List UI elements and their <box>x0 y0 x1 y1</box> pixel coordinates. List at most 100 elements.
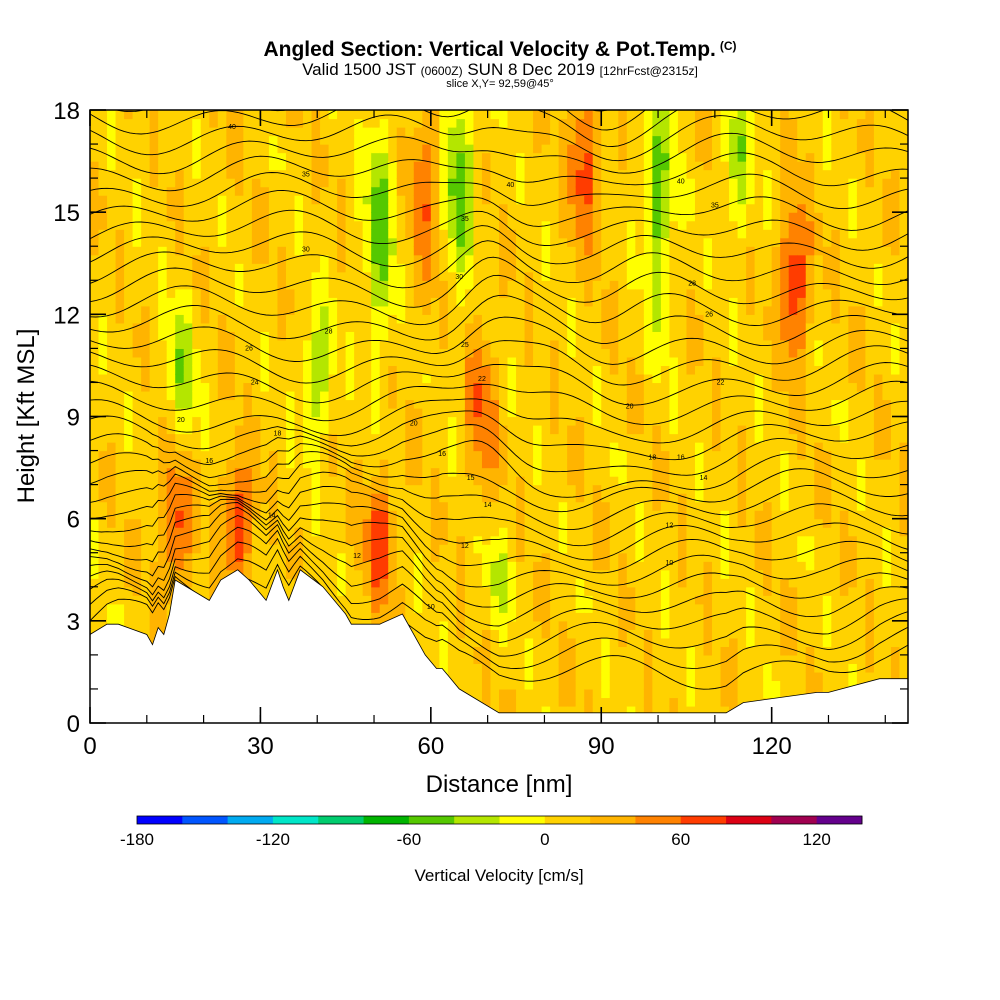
velocity-cell <box>541 110 551 120</box>
velocity-cell <box>371 459 381 469</box>
velocity-cell <box>115 161 125 171</box>
velocity-cell <box>439 169 449 179</box>
velocity-cell <box>251 254 262 264</box>
velocity-cell <box>447 467 457 477</box>
velocity-cell <box>200 229 210 239</box>
velocity-cell <box>499 688 509 699</box>
velocity-cell <box>618 322 628 332</box>
velocity-cell <box>183 535 193 545</box>
velocity-cell <box>320 288 330 298</box>
velocity-cell <box>345 178 355 188</box>
velocity-cell <box>643 254 653 264</box>
velocity-cell <box>354 603 364 613</box>
velocity-cell <box>413 220 423 230</box>
velocity-cell <box>618 305 628 315</box>
velocity-cell <box>626 254 636 264</box>
velocity-cell <box>481 373 492 384</box>
velocity-cell <box>388 527 398 537</box>
velocity-cell <box>294 365 304 375</box>
velocity-cell <box>456 135 466 145</box>
velocity-cell <box>413 212 423 222</box>
velocity-cell <box>413 237 423 247</box>
velocity-cell <box>447 373 457 384</box>
velocity-cell <box>115 544 125 554</box>
velocity-cell <box>464 373 475 384</box>
velocity-cell <box>371 442 381 452</box>
velocity-cell <box>541 425 551 435</box>
velocity-cell <box>464 382 475 392</box>
velocity-cell <box>277 356 287 367</box>
velocity-cell <box>320 442 330 452</box>
velocity-cell <box>541 356 551 367</box>
velocity-cell <box>158 373 168 384</box>
velocity-cell <box>609 220 619 230</box>
velocity-cell <box>541 442 551 452</box>
velocity-cell <box>643 220 653 230</box>
velocity-cell <box>516 467 526 477</box>
velocity-cell <box>396 518 406 528</box>
velocity-cell <box>132 510 142 520</box>
velocity-cell <box>584 697 594 707</box>
velocity-cell <box>584 484 594 494</box>
velocity-cell <box>439 646 449 656</box>
velocity-cell <box>362 144 372 154</box>
velocity-cell <box>490 688 500 699</box>
velocity-cell <box>575 246 585 256</box>
velocity-cell <box>550 220 560 230</box>
velocity-cell <box>166 442 176 452</box>
velocity-cell <box>609 680 619 690</box>
velocity-cell <box>115 305 125 315</box>
velocity-cell <box>669 442 679 452</box>
velocity-cell <box>430 288 440 298</box>
velocity-cell <box>158 127 168 137</box>
velocity-cell <box>481 110 492 120</box>
velocity-cell <box>626 637 636 647</box>
velocity-cell <box>439 603 449 613</box>
velocity-cell <box>430 561 440 571</box>
velocity-cell <box>626 510 636 520</box>
velocity-cell <box>90 263 100 273</box>
velocity-cell <box>524 527 534 537</box>
velocity-cell <box>550 544 560 554</box>
velocity-cell <box>660 416 671 426</box>
velocity-cell <box>98 322 108 332</box>
velocity-cell <box>200 348 210 358</box>
velocity-cell <box>430 578 440 588</box>
velocity-cell <box>422 373 432 384</box>
velocity-cell <box>609 416 619 426</box>
velocity-cell <box>481 578 492 588</box>
velocity-cell <box>388 195 398 205</box>
velocity-cell <box>354 297 364 307</box>
velocity-cell <box>567 637 577 647</box>
velocity-cell <box>158 237 168 247</box>
velocity-cell <box>371 322 381 332</box>
velocity-cell <box>533 280 543 290</box>
velocity-cell <box>652 518 662 528</box>
velocity-cell <box>524 348 534 358</box>
velocity-cell <box>234 476 244 486</box>
velocity-cell <box>158 254 168 264</box>
velocity-cell <box>609 501 619 511</box>
velocity-cell <box>320 118 330 128</box>
velocity-cell <box>345 527 355 537</box>
velocity-cell <box>268 305 279 315</box>
velocity-cell <box>567 646 577 656</box>
velocity-cell <box>320 459 330 469</box>
velocity-cell <box>405 493 415 503</box>
velocity-cell <box>285 161 296 171</box>
velocity-cell <box>294 476 304 486</box>
velocity-cell <box>660 203 671 213</box>
velocity-cell <box>541 169 551 179</box>
velocity-cell <box>464 127 475 137</box>
velocity-cell <box>430 552 440 562</box>
velocity-cell <box>481 612 492 622</box>
velocity-cell <box>558 220 568 230</box>
velocity-cell <box>592 195 602 205</box>
velocity-cell <box>132 476 142 486</box>
velocity-cell <box>609 407 619 418</box>
velocity-cell <box>405 203 415 213</box>
velocity-cell <box>251 433 262 443</box>
velocity-cell <box>192 178 202 188</box>
velocity-cell <box>175 365 185 375</box>
velocity-cell <box>405 144 415 154</box>
